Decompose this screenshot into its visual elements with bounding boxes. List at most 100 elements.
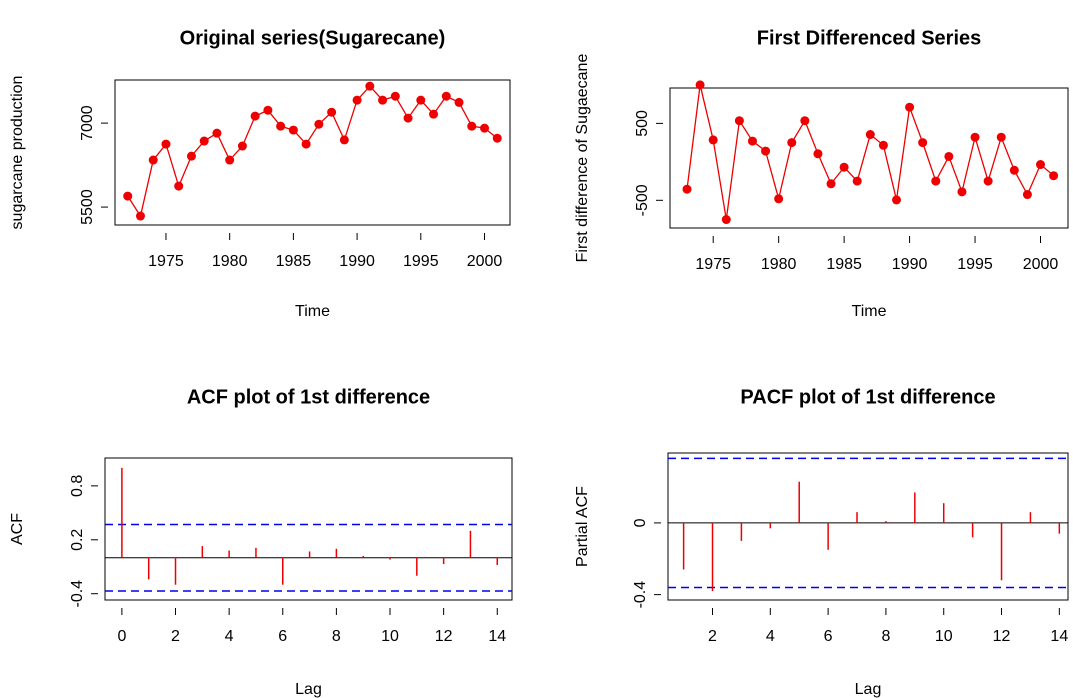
x-tick-label: 14: [488, 628, 506, 645]
point: [774, 194, 784, 204]
plot-box: [667, 452, 1069, 601]
point: [467, 121, 477, 131]
x-axis-label: Time: [295, 303, 330, 320]
point: [708, 135, 718, 145]
point: [492, 133, 502, 143]
point: [378, 95, 388, 105]
y-tick-label: -0.4: [632, 581, 649, 609]
point: [970, 132, 980, 142]
point: [416, 95, 426, 105]
y-tick-label: -500: [634, 184, 651, 216]
x-tick-label: 2: [171, 628, 180, 645]
point: [761, 146, 771, 156]
x-axis-label: Time: [852, 303, 887, 320]
x-tick-label: 1995: [957, 256, 993, 273]
x-tick-label: 1980: [212, 253, 248, 270]
point: [852, 176, 862, 186]
point: [429, 109, 439, 119]
point: [441, 91, 451, 101]
point: [865, 130, 875, 140]
x-axis-label: Lag: [855, 681, 882, 698]
x-tick-label: 1980: [761, 256, 797, 273]
plot-box: [104, 457, 513, 601]
x-tick-label: 4: [766, 628, 775, 645]
point: [314, 119, 324, 129]
x-axis-label: Lag: [295, 681, 322, 698]
point: [276, 121, 286, 131]
x-tick-label: 6: [824, 628, 833, 645]
x-tick-label: 1985: [826, 256, 862, 273]
point: [721, 215, 731, 225]
y-axis-label: Partial ACF: [574, 486, 591, 567]
point: [983, 176, 993, 186]
point: [199, 136, 209, 146]
point: [800, 116, 810, 126]
x-tick-label: 2000: [1023, 256, 1059, 273]
point: [839, 162, 849, 172]
x-tick-label: 0: [117, 628, 126, 645]
y-axis-label: sugarcane production: [9, 76, 26, 230]
y-tick-label: 7000: [79, 105, 96, 141]
point: [352, 95, 362, 105]
x-tick-label: 2: [708, 628, 717, 645]
y-tick-label: 0.8: [69, 475, 86, 497]
point: [365, 81, 375, 91]
point: [695, 80, 705, 90]
x-tick-label: 4: [225, 628, 234, 645]
point: [480, 123, 490, 133]
series-line: [686, 84, 1055, 220]
point: [403, 113, 413, 123]
y-tick-label: 0: [632, 518, 649, 527]
panel-title: PACF plot of 1st difference: [740, 386, 995, 408]
x-tick-label: 12: [993, 628, 1011, 645]
y-tick-label: 5500: [79, 189, 96, 225]
x-tick-label: 1975: [148, 253, 184, 270]
x-tick-label: 8: [881, 628, 890, 645]
plot-box: [114, 79, 511, 226]
point: [957, 187, 967, 197]
point: [905, 102, 915, 112]
point: [174, 181, 184, 191]
point: [682, 184, 692, 194]
y-tick-label: 0.2: [69, 529, 86, 551]
point: [339, 135, 349, 145]
x-tick-label: 1990: [339, 253, 375, 270]
point: [250, 111, 260, 121]
y-axis-label: ACF: [9, 513, 26, 545]
x-tick-label: 8: [332, 628, 341, 645]
point: [288, 125, 298, 135]
point: [931, 176, 941, 186]
point: [186, 151, 196, 161]
point: [237, 141, 247, 151]
point: [161, 139, 171, 149]
point: [813, 149, 823, 159]
point: [390, 91, 400, 101]
point: [1036, 160, 1046, 170]
point: [996, 132, 1006, 142]
point: [135, 211, 145, 221]
point: [225, 155, 235, 165]
point: [891, 195, 901, 205]
point: [212, 128, 222, 138]
x-tick-label: 1975: [695, 256, 731, 273]
point: [1049, 171, 1059, 181]
x-tick-label: 10: [935, 628, 953, 645]
panel-title: First Differenced Series: [757, 27, 982, 49]
point: [123, 191, 133, 201]
x-tick-label: 2000: [467, 253, 503, 270]
point: [944, 151, 954, 161]
point: [826, 179, 836, 189]
point: [734, 116, 744, 126]
y-tick-label: 500: [634, 110, 651, 137]
x-tick-label: 1995: [403, 253, 439, 270]
point: [148, 155, 158, 165]
point: [454, 97, 464, 107]
x-tick-label: 1990: [892, 256, 928, 273]
point: [918, 138, 928, 148]
y-tick-label: -0.4: [69, 580, 86, 608]
x-tick-label: 12: [435, 628, 453, 645]
y-axis-label: First difference of Sugaecane: [574, 54, 591, 263]
panel-title: ACF plot of 1st difference: [187, 386, 430, 408]
